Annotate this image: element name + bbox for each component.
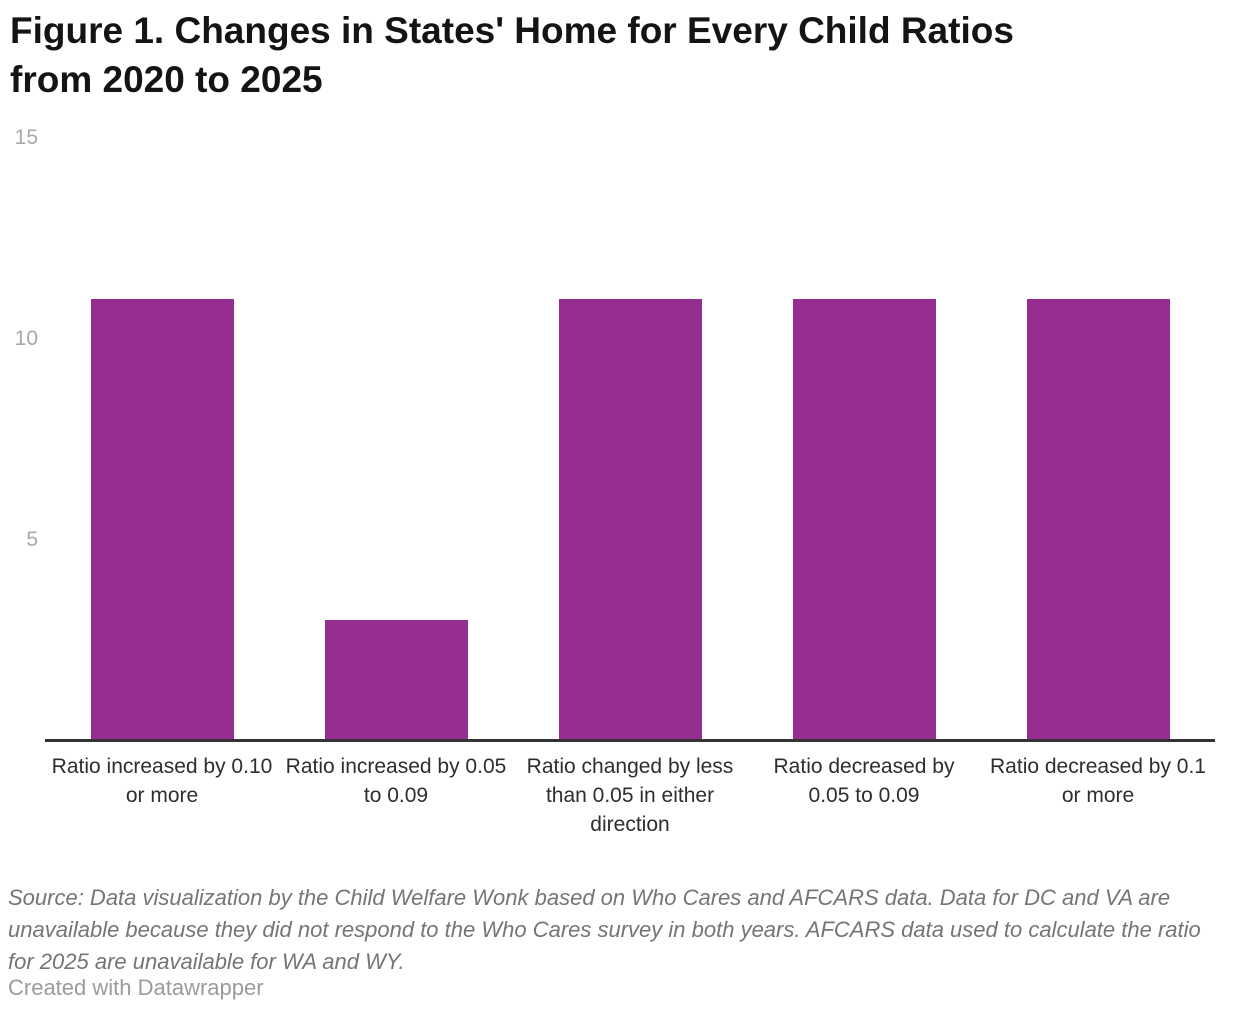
x-axis-label: Ratio increased by 0.05 to 0.09 [285,755,507,807]
y-axis-tick-labels: 5 10 15 [0,0,38,1020]
y-axis-tick-label: 15 [14,126,38,149]
source-note: Source: Data visualization by the Child … [8,885,1201,974]
x-axis-label: Ratio increased by 0.10 or more [51,755,273,807]
x-axis-line [45,739,1215,742]
x-axis-label: Ratio changed by less than 0.05 in eithe… [526,755,734,836]
bars-row [45,138,1215,741]
bar[interactable] [1026,299,1170,741]
bar-column [747,138,981,741]
bar[interactable] [324,620,468,741]
x-axis-label: Ratio decreased by 0.05 to 0.09 [773,755,955,807]
chart-title-line2: from 2020 to 2025 [10,59,323,100]
chart-title: Figure 1. Changes in States' Home for Ev… [10,6,1200,104]
datawrapper-credit: Created with Datawrapper [8,975,264,1000]
bar[interactable] [792,299,936,741]
y-axis-tick-label: 10 [14,327,38,350]
bar-column [45,138,279,741]
chart-title-line1: Figure 1. Changes in States' Home for Ev… [10,10,1014,51]
y-axis-tick-label: 5 [26,528,38,551]
bar-column [513,138,747,741]
bar[interactable] [558,299,702,741]
x-axis-label: Ratio decreased by 0.1 or more [990,755,1206,807]
bar[interactable] [90,299,234,741]
x-axis-labels: Ratio increased by 0.10 or more Ratio inc… [45,752,1215,839]
plot-area [45,138,1215,741]
bar-column [279,138,513,741]
bar-column [981,138,1215,741]
